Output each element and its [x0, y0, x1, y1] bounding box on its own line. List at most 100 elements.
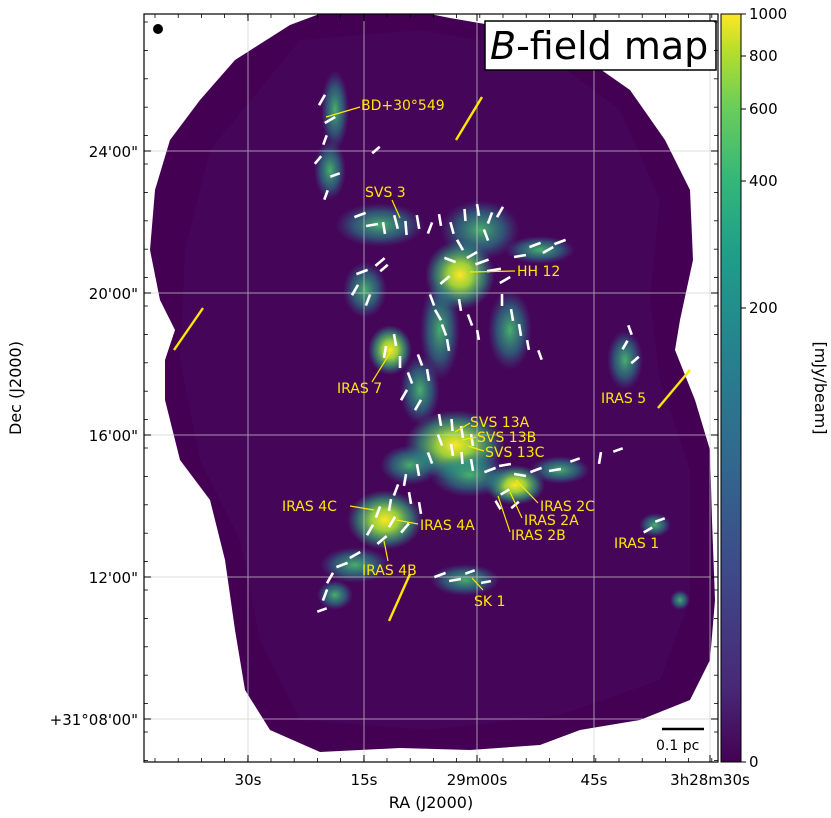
label-iras4b: IRAS 4B	[362, 563, 417, 579]
b-field-vector	[654, 517, 666, 523]
b-field-vector	[486, 267, 502, 273]
b-field-vector	[460, 451, 464, 465]
b-field-vector	[483, 466, 497, 474]
colorbar: 1000 800 600 400 200 0 [mJy/beam]	[720, 5, 830, 771]
b-field-vector	[381, 221, 387, 235]
polarization-vectors	[313, 94, 666, 613]
b-field-vector	[355, 268, 369, 276]
b-field-vector	[353, 211, 367, 219]
b-field-vector	[425, 368, 431, 382]
colorbar-tick-0: 0	[749, 753, 759, 771]
b-field-vector	[436, 433, 444, 447]
y-tick-24: 24'00"	[89, 143, 138, 161]
b-field-vector	[469, 458, 475, 472]
svg-text:B-field map: B-field map	[490, 24, 708, 68]
b-field-vector	[500, 488, 510, 496]
b-field-vector	[349, 550, 361, 560]
b-field-vector	[321, 588, 329, 602]
b-field-vector	[322, 134, 328, 146]
b-field-vector	[407, 491, 413, 505]
colorbar-tick-1000: 1000	[749, 5, 787, 23]
colorbar-gradient	[720, 13, 742, 763]
b-field-vector	[374, 257, 386, 267]
b-field-vector	[404, 220, 408, 236]
b-field-vector	[387, 516, 397, 528]
label-hh12: HH 12	[517, 264, 560, 280]
b-field-vector	[525, 339, 531, 351]
b-field-vector	[329, 172, 341, 178]
label-iras4c: IRAS 4C	[282, 499, 337, 515]
title-prefix: B	[490, 24, 516, 68]
b-field-vector	[495, 206, 505, 218]
colorbar-tick-200: 200	[749, 299, 778, 317]
outflow-line-west	[173, 307, 204, 351]
label-iras1: IRAS 1	[614, 536, 659, 552]
b-field-vector	[548, 467, 562, 473]
b-field-vector	[569, 457, 581, 463]
b-field-vector	[317, 94, 327, 106]
plot-frame	[143, 13, 719, 763]
label-sk1: SK 1	[474, 594, 505, 610]
b-field-vector	[433, 309, 443, 321]
y-tick-20: 20'00"	[89, 285, 138, 303]
b-field-vector	[443, 256, 457, 264]
b-field-vector	[406, 371, 414, 385]
b-field-vector	[313, 155, 323, 165]
label-iras2c: IRAS 2C	[540, 499, 595, 515]
label-iras2a: IRAS 2A	[524, 513, 579, 529]
b-field-vector	[494, 500, 502, 510]
b-field-vector	[528, 241, 542, 249]
b-field-vector	[475, 203, 481, 217]
b-field-vector	[323, 189, 329, 201]
beam-marker	[153, 24, 163, 34]
b-field-vector	[448, 577, 462, 583]
b-field-vector	[392, 214, 400, 230]
b-field-vector	[324, 115, 336, 125]
b-field-vector	[399, 389, 409, 401]
b-field-vector	[376, 535, 388, 545]
colorbar-tick-800: 800	[749, 47, 778, 65]
outflow-line-iras5	[657, 369, 691, 409]
b-field-vector	[475, 329, 481, 341]
outflow-line-iras4b	[387, 573, 412, 622]
b-field-vector	[415, 463, 421, 477]
b-field-vector	[445, 338, 451, 352]
b-field-vector	[387, 498, 393, 512]
b-field-vector	[392, 333, 398, 347]
label-iras2b: IRAS 2B	[511, 528, 566, 544]
b-field-vector	[464, 569, 476, 575]
b-field-vector	[621, 340, 629, 350]
b-field-vector	[325, 572, 335, 584]
b-field-vector	[513, 253, 527, 259]
b-field-vector	[426, 451, 434, 465]
b-field-vector	[474, 258, 490, 266]
colorbar-label: [mJy/beam]	[811, 341, 830, 434]
outflow-lines	[173, 96, 691, 622]
b-field-vector	[537, 349, 543, 361]
b-field-vector	[499, 275, 511, 285]
b-field-vector	[510, 500, 520, 510]
y-axis-label: Dec (J2000)	[6, 341, 25, 435]
label-svs13a: SVS 13A	[470, 415, 530, 431]
label-svs13b: SVS 13B	[477, 430, 536, 446]
x-tick-labels: 30s 15s 29m00s 45s 3h28m30s	[235, 771, 750, 789]
b-field-vector	[466, 250, 478, 260]
label-svs13c: SVS 13C	[485, 445, 545, 461]
axis-minor-ticks	[144, 14, 718, 762]
b-field-vector	[374, 505, 382, 519]
b-field-vector	[439, 275, 451, 285]
label-svs3: SVS 3	[365, 185, 406, 201]
b-field-vector	[553, 238, 567, 246]
label-iras4a: IRAS 4A	[420, 518, 475, 534]
colorbar-tick-400: 400	[749, 172, 778, 190]
title-rest: -field map	[516, 24, 708, 68]
b-field-vector	[400, 522, 410, 534]
map-title-box: B-field map	[484, 20, 717, 71]
grid	[144, 14, 718, 762]
b-field-vector	[529, 466, 543, 474]
b-field-vector	[455, 239, 465, 251]
b-field-vector	[630, 355, 640, 365]
b-field-vector	[513, 472, 527, 478]
b-field-vector	[416, 353, 424, 367]
